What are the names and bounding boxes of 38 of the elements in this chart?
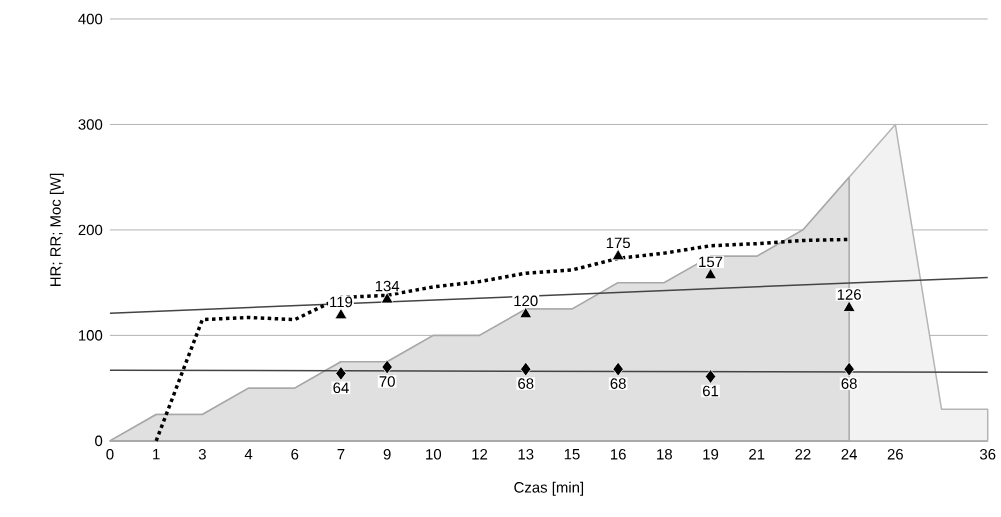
x-tick-label: 22 <box>795 449 811 460</box>
x-tick-label: 7 <box>337 449 345 460</box>
x-tick-label: 24 <box>841 449 857 460</box>
x-tick-label: 6 <box>291 449 299 460</box>
x-tick-label: 3 <box>198 449 206 460</box>
data-label: 61 <box>702 385 719 397</box>
x-tick-label: 19 <box>703 449 719 460</box>
x-tick-label: 21 <box>749 449 765 460</box>
y-axis-title: HR; RR; Moc [W] <box>49 173 64 287</box>
data-label: 70 <box>379 376 395 387</box>
data-label: 68 <box>610 378 626 389</box>
x-tick-label: 0 <box>106 449 114 460</box>
y-tick-label: 100 <box>79 330 103 341</box>
x-tick-label: 12 <box>472 449 488 460</box>
data-label: 68 <box>841 378 857 389</box>
data-label: 157 <box>699 256 723 268</box>
x-tick-label: 4 <box>244 449 253 460</box>
x-tick-label: 36 <box>979 449 996 460</box>
x-tick-label: 26 <box>887 449 903 460</box>
data-label: 175 <box>606 237 630 249</box>
y-tick-label: 300 <box>78 119 103 130</box>
x-tick-label: 9 <box>383 449 391 460</box>
y-tick-label: 0 <box>95 435 103 447</box>
data-label: 120 <box>514 295 538 307</box>
data-label: 126 <box>837 289 861 300</box>
data-label: 119 <box>330 296 353 308</box>
y-tick-label: 200 <box>78 224 103 236</box>
x-tick-label: 15 <box>564 449 580 460</box>
data-label: 68 <box>518 378 534 389</box>
x-tick-label: 16 <box>610 449 626 460</box>
data-label: 64 <box>333 382 349 394</box>
x-axis-title: Czas [min] <box>514 481 584 496</box>
data-label: 134 <box>375 280 400 292</box>
x-tick-label: 18 <box>657 449 672 460</box>
y-tick-label: 400 <box>78 13 103 25</box>
x-tick-label: 10 <box>426 449 442 460</box>
x-tick-label: 13 <box>518 449 534 460</box>
x-tick-label: 1 <box>153 449 160 460</box>
